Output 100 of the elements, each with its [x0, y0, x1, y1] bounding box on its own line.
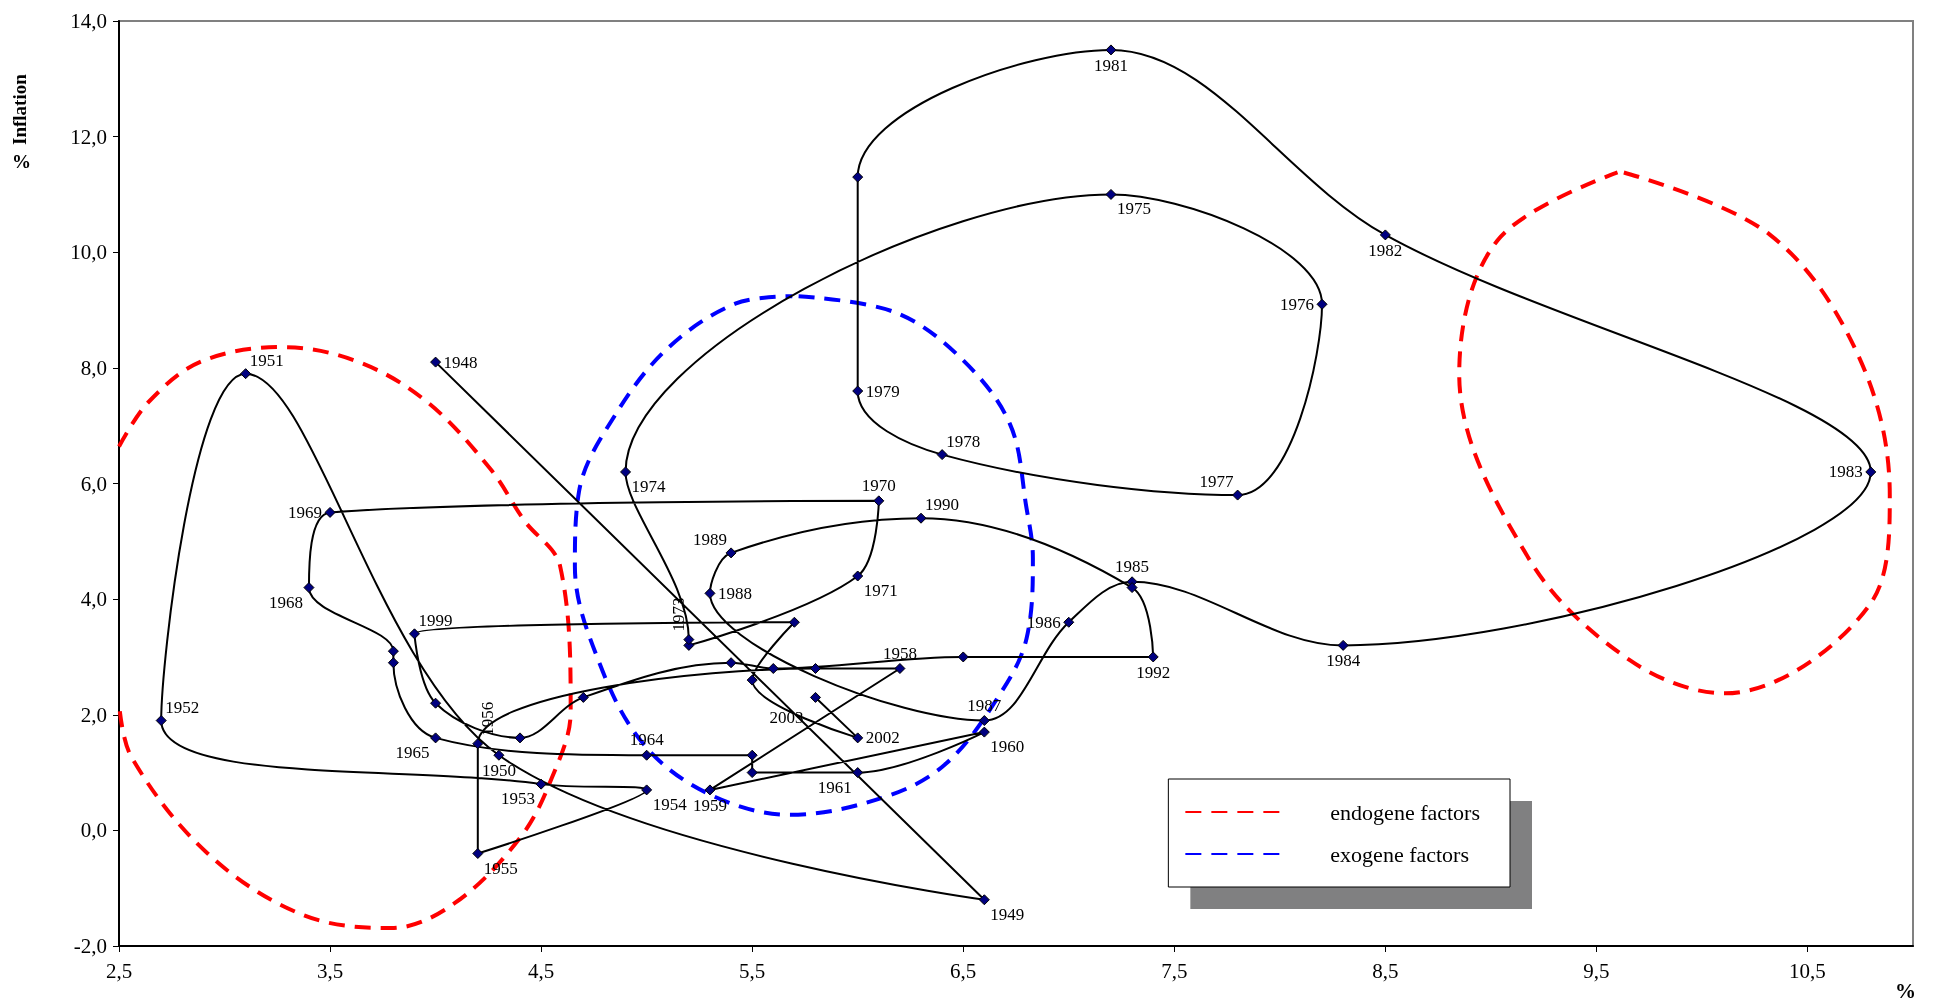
legend-label: endogene factors	[1330, 799, 1481, 825]
y-axis-title: Inflation	[9, 73, 30, 145]
point	[852, 767, 864, 779]
annotation: 1977	[1199, 472, 1235, 492]
point	[430, 356, 442, 368]
annotation: 1955	[483, 858, 518, 878]
point	[472, 738, 484, 750]
annotation: 1968	[268, 592, 303, 612]
point	[1063, 616, 1075, 628]
point	[894, 663, 906, 674]
point	[387, 657, 399, 669]
point	[788, 616, 800, 628]
point	[493, 749, 505, 761]
line-series	[117, 345, 573, 931]
point	[430, 732, 442, 744]
point	[978, 894, 990, 906]
annotation: 1990	[925, 495, 960, 515]
annotation: 1958	[882, 643, 917, 663]
point	[746, 767, 758, 779]
annotation: 1985	[1115, 556, 1150, 576]
point	[1232, 489, 1244, 501]
y-tick-label: 10,0	[70, 240, 107, 265]
point	[577, 691, 589, 703]
annotation: 1950	[481, 761, 516, 781]
x-tick-label: 6,5	[950, 958, 977, 983]
point	[725, 547, 737, 559]
annotation: 1954	[652, 794, 688, 814]
point	[1105, 188, 1117, 200]
annotation: 1989	[693, 529, 728, 549]
annotation: 1981	[1093, 55, 1128, 75]
point	[704, 587, 716, 599]
point	[1337, 639, 1349, 651]
point	[641, 749, 653, 761]
line-series	[1457, 170, 1892, 696]
point	[1379, 229, 1391, 241]
annotation: 1986	[1026, 612, 1061, 632]
point	[472, 848, 484, 859]
x-tick-label: 10,5	[1789, 958, 1826, 983]
annotation: 1971	[863, 581, 898, 600]
point	[1316, 298, 1328, 310]
point	[1126, 582, 1138, 594]
y-tick-label: 6,0	[80, 471, 107, 496]
point	[641, 784, 653, 796]
point	[978, 715, 990, 727]
annotation: 1992	[1136, 662, 1171, 682]
x-axis-title: %	[1895, 978, 1916, 1002]
point	[704, 784, 716, 796]
annotation: 1949	[990, 904, 1025, 924]
point	[809, 691, 821, 703]
legend-label: exogene factors	[1330, 841, 1470, 867]
annotation: 1956	[478, 701, 498, 736]
point	[430, 697, 442, 709]
point	[767, 663, 779, 674]
y-tick-label: 12,0	[70, 124, 107, 149]
point	[852, 732, 864, 744]
point	[155, 715, 167, 727]
x-tick-label: 3,5	[316, 958, 344, 983]
x-tick-label: 2,5	[105, 958, 133, 983]
annotation: 1960	[990, 737, 1025, 757]
point	[852, 570, 864, 582]
point	[978, 726, 990, 738]
annotation: 1951	[249, 350, 284, 370]
point	[535, 778, 547, 790]
x-tick-label: 8,5	[1372, 958, 1399, 983]
annotation: 1959	[692, 795, 727, 815]
point	[725, 657, 737, 669]
y-tick-label: 0,0	[80, 818, 107, 843]
annotation: 1948	[443, 352, 478, 372]
x-tick-label: 9,5	[1583, 958, 1610, 983]
y-tick-label: -2,0	[73, 934, 107, 958]
point	[387, 645, 399, 657]
annotation: 1983	[1828, 462, 1863, 482]
point	[1147, 651, 1159, 663]
y-tick-label: 14,0	[70, 9, 107, 33]
point	[746, 674, 758, 686]
point	[852, 385, 864, 397]
annotation: 1999	[418, 610, 453, 630]
point	[1865, 466, 1877, 478]
annotation: 1978	[946, 431, 981, 451]
point	[324, 506, 336, 518]
annotation: 1975	[1116, 199, 1151, 219]
point	[303, 582, 315, 594]
annotation: 1988	[717, 583, 752, 603]
text: %	[12, 151, 31, 172]
x-tick-label: 7,5	[1161, 958, 1188, 983]
point	[683, 634, 695, 646]
point	[873, 495, 885, 507]
point	[408, 628, 420, 640]
annotation: 2002	[865, 728, 900, 748]
point	[936, 449, 948, 461]
annotation: 1952	[165, 697, 200, 717]
annotation: 1969	[288, 502, 323, 522]
annotation: 1953	[501, 789, 536, 809]
point	[915, 512, 927, 524]
point	[1105, 44, 1117, 56]
annotation: 1984	[1326, 651, 1361, 671]
annotation: 1961	[817, 777, 852, 797]
annotation: 1970	[861, 475, 896, 495]
point	[620, 466, 632, 478]
x-tick-label: 4,5	[527, 958, 555, 983]
